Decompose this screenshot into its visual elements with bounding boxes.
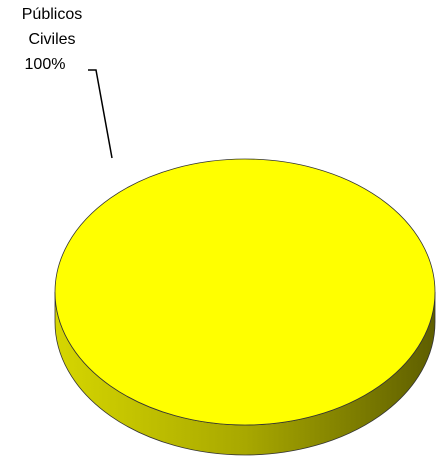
leader-line [88,69,113,159]
slice-label: Públicos Civiles [21,6,83,48]
pie-slice [54,158,436,426]
slice-value-label: 100% [24,56,66,73]
